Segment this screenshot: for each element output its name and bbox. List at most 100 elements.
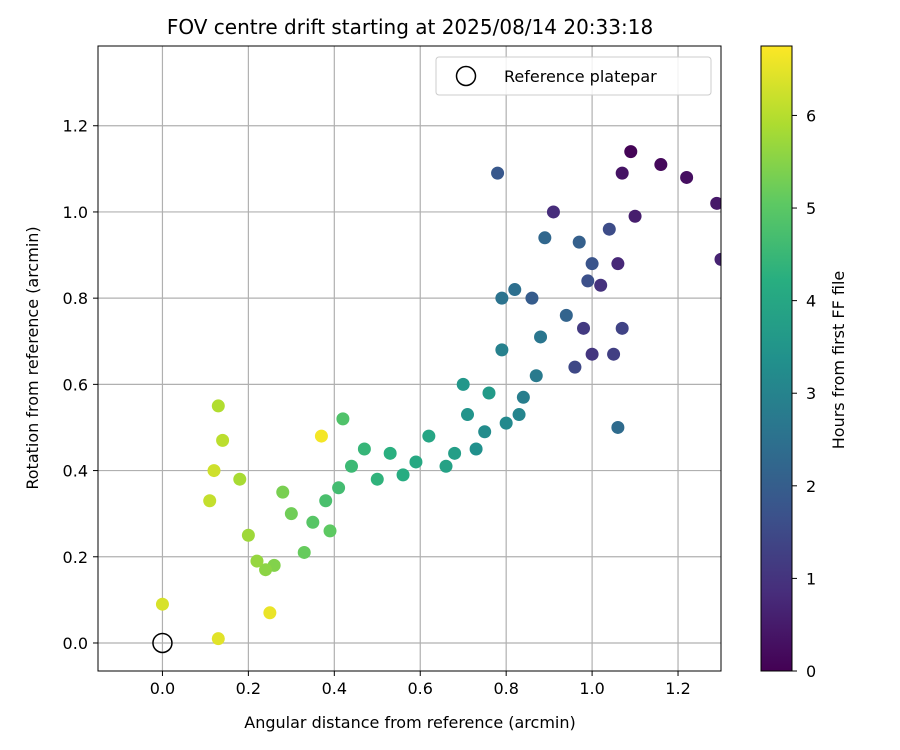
x-tick-label: 1.2	[665, 679, 690, 698]
scatter-point	[615, 166, 629, 180]
scatter-point	[155, 597, 169, 611]
colorbar-tick-label: 6	[806, 106, 816, 125]
y-tick-label: 0.8	[63, 289, 88, 308]
scatter-point	[568, 360, 582, 374]
x-tick-label: 0.2	[236, 679, 261, 698]
scatter-point	[615, 321, 629, 335]
scatter-point	[456, 377, 470, 391]
scatter-point	[422, 429, 436, 443]
scatter-point	[654, 158, 668, 172]
reference-platepar-marker	[152, 632, 173, 654]
legend-reference-marker	[455, 65, 477, 87]
scatter-point	[276, 485, 290, 499]
scatter-point	[572, 235, 586, 249]
legend-label: Reference platepar	[504, 67, 657, 86]
scatter-point	[233, 472, 247, 486]
scatter-point	[250, 554, 264, 568]
scatter-point	[241, 528, 255, 542]
scatter-point	[508, 283, 522, 297]
colorbar-tick-label: 5	[806, 199, 816, 218]
scatter-point	[628, 209, 642, 223]
y-tick-label: 0.6	[63, 375, 88, 394]
scatter-point	[710, 196, 721, 210]
x-axis-ticks: 0.0 0.2 0.4 0.6 0.8 1.0 1.2	[150, 671, 691, 698]
scatter-point	[585, 347, 599, 361]
scatter-point	[478, 425, 492, 439]
scatter-point	[512, 408, 526, 422]
colorbar-tick-label: 4	[806, 292, 816, 311]
scatter-point	[314, 429, 328, 443]
y-tick-label: 1.2	[63, 117, 88, 136]
scatter-point	[409, 455, 423, 469]
scatter-point	[491, 166, 505, 180]
x-tick-label: 0.0	[150, 679, 175, 698]
scatter-point	[469, 442, 483, 456]
legend: Reference platepar	[435, 56, 712, 96]
colorbar: 0 1 2 3 4 5 6 Hours from first FF file	[760, 45, 848, 681]
chart-title: FOV centre drift starting at 2025/08/14 …	[167, 15, 653, 39]
scatter-point	[344, 459, 358, 473]
colorbar-ticks: 0 1 2 3 4 5 6	[792, 106, 816, 681]
scatter-point	[216, 433, 230, 447]
scatter-point	[538, 231, 552, 245]
y-axis-ticks: 0.0 0.2 0.4 0.6 0.8 1.0 1.2	[63, 117, 98, 653]
plot-frame	[97, 45, 722, 672]
scatter-point	[306, 515, 320, 529]
colorbar-label: Hours from first FF file	[829, 271, 848, 450]
scatter-point	[559, 308, 573, 322]
scatter-point	[370, 472, 384, 486]
y-tick-label: 0.2	[63, 548, 88, 567]
scatter-point	[383, 446, 397, 460]
y-tick-label: 1.0	[63, 203, 88, 222]
y-tick-label: 0.4	[63, 462, 88, 481]
scatter-point	[211, 632, 225, 646]
scatter-point	[284, 507, 298, 521]
scatter-point	[495, 291, 509, 305]
scatter-point	[529, 369, 543, 383]
x-tick-label: 0.6	[408, 679, 433, 698]
scatter-point	[546, 205, 560, 219]
scatter-point	[439, 459, 453, 473]
scatter-point	[611, 420, 625, 434]
scatter-point	[448, 446, 462, 460]
colorbar-gradient	[760, 45, 793, 672]
legend-box	[435, 56, 712, 96]
y-axis-label: Rotation from reference (arcmin)	[23, 226, 42, 489]
scatter-point	[499, 416, 513, 430]
scatter-point	[611, 257, 625, 271]
scatter-point	[680, 170, 694, 184]
scatter-point	[534, 330, 548, 344]
scatter-point	[259, 563, 273, 577]
scatter-point	[525, 291, 539, 305]
scatter-point	[211, 399, 225, 413]
scatter-point	[585, 257, 599, 271]
scatter-point	[461, 408, 475, 422]
colorbar-tick-label: 1	[806, 569, 816, 588]
scatter-point	[714, 252, 721, 266]
colorbar-tick-label: 3	[806, 384, 816, 403]
scatter-point	[323, 524, 337, 538]
x-tick-label: 0.4	[322, 679, 347, 698]
scatter-point	[482, 386, 496, 400]
scatter-point	[357, 442, 371, 456]
scatter-point	[624, 145, 638, 159]
x-axis-label: Angular distance from reference (arcmin)	[244, 713, 575, 732]
scatter-point	[581, 274, 595, 288]
x-tick-label: 1.0	[579, 679, 604, 698]
scatter-point	[602, 222, 616, 236]
scatter-point	[263, 606, 277, 620]
scatter-point	[495, 343, 509, 357]
colorbar-tick-label: 0	[806, 662, 816, 681]
scatter-point	[577, 321, 591, 335]
scatter-point	[396, 468, 410, 482]
scatter-point	[336, 412, 350, 426]
colorbar-tick-label: 2	[806, 477, 816, 496]
scatter-point	[607, 347, 621, 361]
scatter-point	[516, 390, 530, 404]
y-tick-label: 0.0	[63, 634, 88, 653]
scatter-point	[332, 481, 346, 495]
scatter-point	[319, 494, 333, 508]
x-tick-label: 0.8	[493, 679, 518, 698]
scatter-point	[594, 278, 608, 292]
